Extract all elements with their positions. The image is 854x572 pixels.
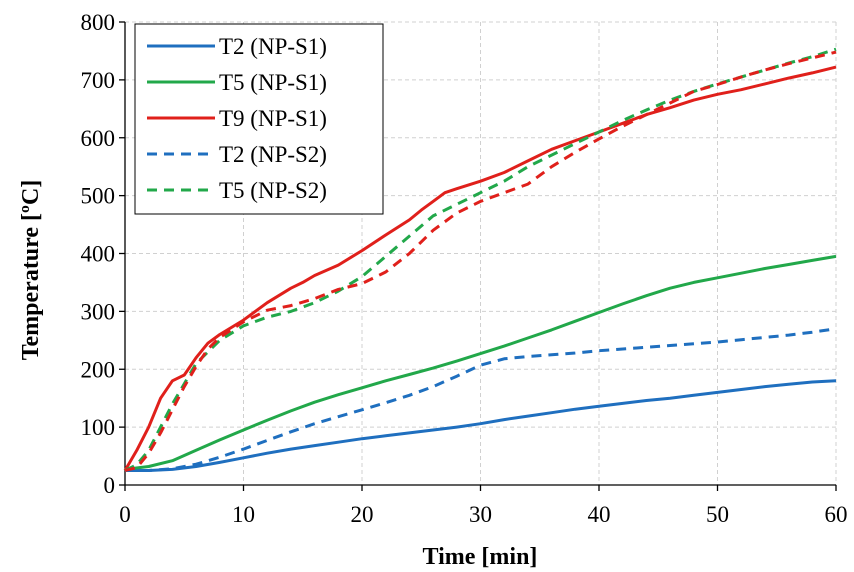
series-line xyxy=(125,379,837,472)
x-tick-label: 10 xyxy=(232,502,255,527)
series-line xyxy=(123,65,837,472)
y-tick-label: 300 xyxy=(81,299,116,324)
y-tick-label: 200 xyxy=(81,357,116,382)
tick-labels: 0 100 200 300 400 500 600 700 800 0 10 20 30 40 50 60 xyxy=(81,10,848,527)
y-axis-title: Temperature [ºC] xyxy=(18,180,44,361)
y-tick-label: 700 xyxy=(81,68,116,93)
y-tick-label: 0 xyxy=(104,473,116,498)
legend-label: T2 (NP-S2) xyxy=(219,142,327,167)
x-tick-label: 20 xyxy=(351,502,374,527)
x-tick-label: 30 xyxy=(469,502,492,527)
legend-label: T5 (NP-S2) xyxy=(219,178,327,203)
y-tick-label: 600 xyxy=(81,126,116,151)
legend: T2 (NP-S1) T5 (NP-S1) T9 (NP-S1) T2 (NP-S2)… xyxy=(134,23,384,215)
x-tick-label: 50 xyxy=(706,502,729,527)
legend-label: T5 (NP-S1) xyxy=(219,70,327,95)
x-tick-label: 60 xyxy=(825,502,848,527)
legend-label: T2 (NP-S1) xyxy=(219,34,327,59)
series-line xyxy=(125,327,837,472)
y-tick-label: 100 xyxy=(81,415,116,440)
x-tick-label: 40 xyxy=(588,502,611,527)
legend-label: T9 (NP-S1) xyxy=(219,106,327,131)
series-line xyxy=(124,254,837,471)
x-axis-title: Time [min] xyxy=(423,544,538,570)
series-lines xyxy=(123,47,837,472)
series-line xyxy=(124,50,837,472)
y-tick-label: 500 xyxy=(81,184,116,209)
y-tick-label: 800 xyxy=(81,10,116,35)
axes xyxy=(119,21,837,491)
x-tick-label: 0 xyxy=(119,502,131,527)
y-tick-label: 400 xyxy=(81,242,116,267)
